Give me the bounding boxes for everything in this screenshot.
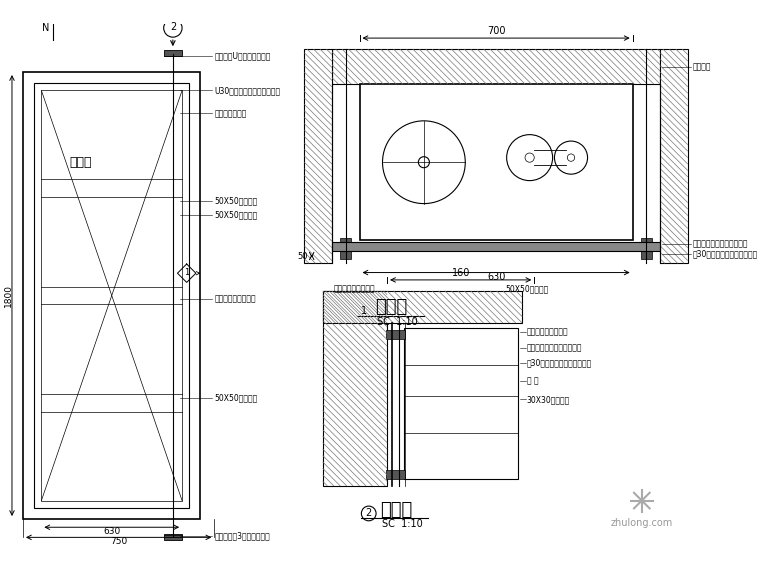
Text: SC  1:10: SC 1:10: [382, 519, 423, 530]
Bar: [163, 50, 182, 56]
Text: 与所在位置板材一致: 与所在位置板材一致: [334, 284, 375, 293]
Text: 2: 2: [366, 508, 372, 519]
Bar: [386, 470, 404, 479]
Text: 30X30镀锌角钢: 30X30镀锌角钢: [527, 395, 570, 404]
Text: 1: 1: [361, 306, 367, 316]
Text: 万向轴承U型膨胀螺栓卫定: 万向轴承U型膨胀螺栓卫定: [214, 51, 271, 60]
Text: 万向轴承中3胶胜螺栓厚定: 万向轴承中3胶胜螺栓厚定: [214, 531, 270, 540]
Text: 50X50堤注角争: 50X50堤注角争: [214, 210, 258, 219]
Bar: [323, 291, 387, 486]
Text: 50: 50: [297, 251, 308, 260]
Text: 中30钢杆上下与万底结来连接: 中30钢杆上下与万底结来连接: [527, 358, 592, 367]
Text: 700: 700: [487, 26, 505, 36]
Bar: [332, 49, 660, 84]
Text: N: N: [43, 23, 49, 32]
Bar: [332, 242, 660, 251]
Bar: [41, 91, 182, 500]
Text: 50X50横穿自料: 50X50横穿自料: [214, 196, 258, 205]
Bar: [340, 251, 351, 259]
Bar: [660, 49, 688, 263]
Text: 1: 1: [184, 268, 189, 277]
Text: 1800: 1800: [4, 284, 13, 307]
Text: 干30钢杆上下与万底结来连接: 干30钢杆上下与万底结来连接: [692, 250, 758, 259]
Text: SC  1:10: SC 1:10: [377, 317, 418, 327]
Bar: [641, 238, 652, 245]
Bar: [323, 291, 522, 323]
Bar: [304, 49, 332, 263]
Text: 160: 160: [451, 268, 470, 278]
Text: 消火栓: 消火栓: [70, 156, 92, 169]
Text: U30钢杆二下与万向轴连接卡: U30钢杆二下与万向轴连接卡: [214, 86, 280, 95]
Text: 50X50镀锌角订: 50X50镀锌角订: [505, 284, 549, 293]
Text: 万向端承垫垫膨胀螺栓固定: 万向端承垫垫膨胀螺栓固定: [692, 239, 748, 249]
Bar: [23, 72, 201, 519]
Text: 与所在位置材料一致: 与所在位置材料一致: [527, 328, 568, 337]
Bar: [386, 329, 404, 339]
Text: zhulong.com: zhulong.com: [611, 518, 673, 528]
Bar: [404, 328, 518, 478]
Bar: [34, 83, 189, 508]
Text: 50X50板笼内纲: 50X50板笼内纲: [214, 393, 258, 402]
Text: 消火栓箱: 消火栓箱: [692, 62, 711, 71]
Text: 红色有机玻璃字: 红色有机玻璃字: [214, 109, 247, 118]
Text: 剖面图: 剖面图: [375, 299, 407, 316]
Text: 与所在位置板材一致: 与所在位置板材一致: [214, 295, 256, 304]
Text: 消 箱: 消 箱: [527, 377, 539, 385]
Text: 万方知束处径连螺经定固定: 万方知束处径连螺经定固定: [527, 344, 582, 352]
Text: 630: 630: [487, 272, 505, 282]
Text: 剖面图: 剖面图: [380, 501, 412, 519]
Text: 630: 630: [103, 527, 120, 536]
Bar: [641, 251, 652, 259]
Bar: [340, 238, 351, 245]
Bar: [359, 84, 632, 241]
Text: 750: 750: [110, 537, 127, 546]
Bar: [163, 534, 182, 540]
Text: 2: 2: [169, 22, 176, 32]
